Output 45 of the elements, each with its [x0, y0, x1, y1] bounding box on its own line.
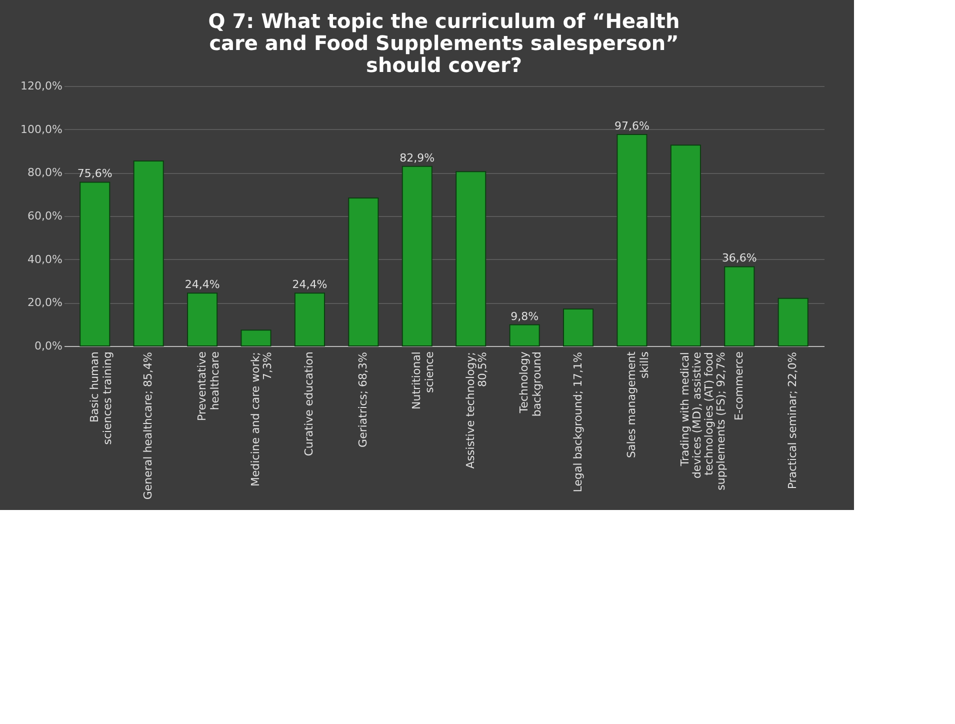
- bar: [187, 292, 218, 346]
- x-tick-label: E-commerce: [732, 351, 746, 420]
- bar: [456, 171, 486, 346]
- x-tick-label: Sales management skills: [624, 350, 651, 458]
- data-label: 24,4%: [184, 278, 220, 292]
- y-tick-label: 80,0%: [28, 166, 62, 180]
- data-label: General healthcare; 85,4%: [142, 352, 155, 500]
- bar: [509, 324, 540, 346]
- data-label: Geriatrics; 68,3%: [356, 352, 370, 448]
- y-tick-label: 120,0%: [20, 80, 62, 92]
- data-label: 97,6%: [614, 120, 650, 133]
- text: should cover?: [366, 53, 522, 77]
- bar: [294, 292, 325, 346]
- data-label: Practical seminar; 22,0%: [786, 352, 800, 490]
- x-tick-label: Preventative healthcare: [195, 351, 222, 421]
- bar: [563, 308, 594, 346]
- x-tick-label: Curative education: [302, 351, 316, 456]
- data-label: 9,8%: [510, 310, 539, 323]
- text: care and Food Supplements salesperson”: [209, 31, 679, 55]
- data-label: Medicine and care work; 7,3%: [249, 352, 274, 486]
- bar: [402, 166, 432, 346]
- data-label: Assistive technology; 80,5%: [464, 352, 489, 469]
- y-tick-label: 100,0%: [20, 122, 62, 136]
- bar: [616, 134, 648, 346]
- x-tick-label: Nutritional science: [410, 351, 436, 410]
- data-label: 75,6%: [77, 167, 112, 180]
- bar: [240, 330, 272, 346]
- data-label: Legal background; 17,1%: [571, 352, 584, 492]
- bar: [724, 266, 755, 346]
- bar: [133, 160, 164, 346]
- data-label: Trading with medical devices (MD), assistive technologies (AT) food supplements (FS); 92,7%: [678, 352, 728, 490]
- bar: [80, 182, 110, 346]
- bar: [670, 144, 701, 346]
- data-label: 82,9%: [400, 151, 435, 164]
- y-tick-label: 60,0%: [28, 210, 62, 222]
- x-tick-label: Basic human sciences training: [88, 351, 114, 445]
- bar: [348, 198, 379, 346]
- y-tick-label: 0,0%: [34, 340, 62, 352]
- y-tick-label: 40,0%: [28, 252, 62, 266]
- data-label: 24,4%: [292, 278, 328, 292]
- data-label: 36,6%: [722, 252, 757, 265]
- bar: [778, 298, 808, 346]
- y-tick-label: 20,0%: [28, 296, 62, 310]
- text: Q 7: What topic the curriculum of “Health: [208, 9, 680, 33]
- x-tick-label: Technology background: [518, 351, 544, 417]
